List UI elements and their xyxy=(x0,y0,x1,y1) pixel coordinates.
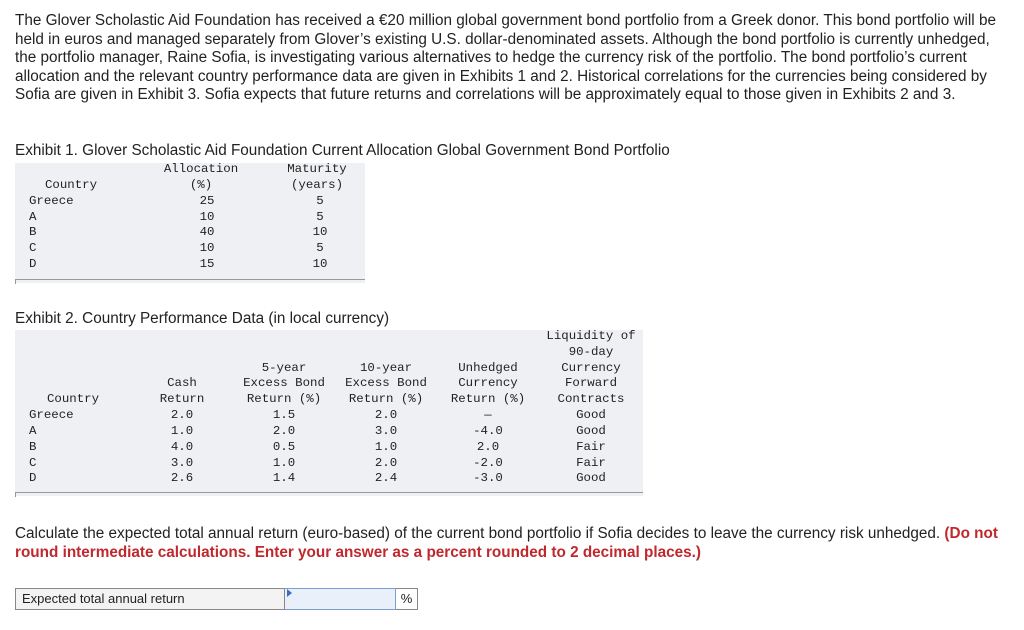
col-header-country: Country xyxy=(46,392,100,406)
col-header-allocation-1: Allocation xyxy=(163,162,239,176)
table-bottom-rule xyxy=(15,492,643,493)
table-cell-liquidity: Good xyxy=(576,471,606,485)
table-cell-10yr: 2.0 xyxy=(374,456,398,470)
answer-row: Expected total annual return % xyxy=(15,588,418,610)
question-prompt: Calculate the expected total annual retu… xyxy=(15,525,1005,562)
col-header-allocation-2: (%) xyxy=(189,178,213,192)
answer-input-wrap xyxy=(285,588,396,610)
col-header-10yr-3: Return (%) xyxy=(348,392,424,406)
table-cell-liquidity: Fair xyxy=(576,456,606,470)
col-header-maturity-1: Maturity xyxy=(287,162,347,176)
table-cell-cash: 2.6 xyxy=(170,471,194,485)
table-cell-country: C xyxy=(29,456,37,470)
table-cell-country: D xyxy=(29,257,37,271)
col-header-cash-2: Return xyxy=(159,392,205,406)
col-header-liquidity-1: Liquidity of xyxy=(546,329,636,343)
exhibit-2-table: Liquidity of 90-day Currency Forward Con… xyxy=(15,329,643,497)
problem-intro-text: The Glover Scholastic Aid Foundation has… xyxy=(15,12,996,104)
col-header-5yr-3: Return (%) xyxy=(246,392,322,406)
table-cell-liquidity: Good xyxy=(576,408,606,422)
table-cell-10yr: 1.0 xyxy=(374,440,398,454)
table-cell-country: B xyxy=(29,225,37,239)
table-cell-10yr: 2.0 xyxy=(374,408,398,422)
col-header-liquidity-4: Forward xyxy=(564,376,618,390)
table-cell-country: C xyxy=(29,241,37,255)
col-header-unhedged-2: Currency xyxy=(458,376,518,390)
table-cell-country: D xyxy=(29,471,37,485)
table-cell-unhedged: -3.0 xyxy=(473,471,503,485)
table-cell-cash: 3.0 xyxy=(170,456,194,470)
col-header-10yr-1: 10-year xyxy=(359,361,413,375)
table-cell-5yr: 2.0 xyxy=(272,424,296,438)
table-cell-maturity: 10 xyxy=(312,257,328,271)
table-cell-10yr: 3.0 xyxy=(374,424,398,438)
exhibit-1-title: Exhibit 1. Glover Scholastic Aid Foundat… xyxy=(15,142,670,159)
table-cell-allocation: 10 xyxy=(199,241,215,255)
table-cell-allocation: 15 xyxy=(199,257,215,271)
table-cell-cash: 1.0 xyxy=(170,424,194,438)
table-cell-country: A xyxy=(29,210,37,224)
table-cell-unhedged: -4.0 xyxy=(473,424,503,438)
table-cell-maturity: 5 xyxy=(316,210,324,224)
question-text: Calculate the expected total annual retu… xyxy=(15,525,945,542)
col-header-liquidity-2: 90-day xyxy=(568,345,614,359)
table-cell-maturity: 5 xyxy=(316,241,324,255)
table-cell-maturity: 5 xyxy=(316,194,324,208)
percent-unit: % xyxy=(396,588,418,610)
table-bottom-rule xyxy=(15,279,365,280)
col-header-unhedged-1: Unhedged xyxy=(458,361,518,375)
col-header-10yr-2: Excess Bond xyxy=(345,376,427,390)
col-header-country: Country xyxy=(44,178,98,192)
exhibit-1-table: Allocation Maturity Country (%) (years) … xyxy=(15,162,365,284)
table-cell-country: Greece xyxy=(29,408,74,422)
answer-label: Expected total annual return xyxy=(15,588,285,610)
answer-input[interactable] xyxy=(285,588,396,610)
table-cell-allocation: 40 xyxy=(199,225,215,239)
table-cell-cash: 4.0 xyxy=(170,440,194,454)
table-cell-5yr: 1.0 xyxy=(272,456,296,470)
table-cell-allocation: 10 xyxy=(199,210,215,224)
col-header-5yr-2: Excess Bond xyxy=(243,376,325,390)
table-cell-5yr: 0.5 xyxy=(272,440,296,454)
table-cell-country: Greece xyxy=(29,194,74,208)
table-cell-country: A xyxy=(29,424,37,438)
table-cell-10yr: 2.4 xyxy=(374,471,398,485)
col-header-cash-1: Cash xyxy=(167,376,197,390)
table-corner-tick xyxy=(15,279,16,284)
question-instruction: (Do not round intermediate calculations.… xyxy=(15,525,998,561)
table-cell-allocation: 25 xyxy=(199,194,215,208)
table-cell-maturity: 10 xyxy=(312,225,328,239)
col-header-unhedged-3: Return (%) xyxy=(450,392,526,406)
col-header-liquidity-3: Currency xyxy=(561,361,621,375)
table-cell-liquidity: Fair xyxy=(576,440,606,454)
table-cell-unhedged: — xyxy=(484,408,492,422)
col-header-liquidity-5: Contracts xyxy=(557,392,625,406)
exhibit-2-title: Exhibit 2. Country Performance Data (in … xyxy=(15,310,390,327)
table-cell-unhedged: -2.0 xyxy=(473,456,503,470)
col-header-5yr-1: 5-year xyxy=(261,361,307,375)
table-cell-cash: 2.0 xyxy=(170,408,194,422)
table-cell-unhedged: 2.0 xyxy=(476,440,500,454)
table-cell-5yr: 1.5 xyxy=(272,408,296,422)
col-header-maturity-2: (years) xyxy=(290,178,344,192)
table-cell-country: B xyxy=(29,440,37,454)
table-cell-liquidity: Good xyxy=(576,424,606,438)
table-cell-5yr: 1.4 xyxy=(272,471,296,485)
table-corner-tick xyxy=(15,492,16,497)
